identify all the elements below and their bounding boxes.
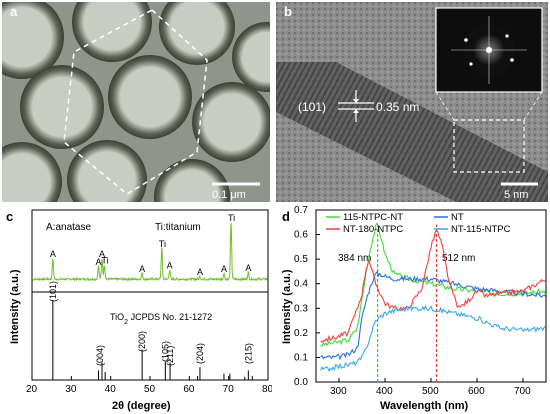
panel-a-tem-image: 0.1 μm a	[2, 2, 270, 202]
panel-c-xrd-chart: c Intensity (a.u.) 2θ (degree) A:anatase…	[0, 206, 272, 414]
miller-index-label: (004)	[95, 345, 105, 366]
pl-legend-label: NT	[451, 212, 464, 223]
pl-y-tick-label: 0.3	[294, 303, 308, 314]
panel-c-letter: c	[6, 209, 13, 224]
pl-legend-label: NT-115-NTPC	[451, 224, 511, 235]
xrd-peak-label: A	[197, 267, 203, 277]
pl-ylabel: Intensity (a.u.)	[281, 269, 293, 344]
pl-xlabel: Wavelength (nm)	[380, 400, 469, 412]
miller-index-label: (204)	[195, 343, 205, 364]
miller-index-label: (101)	[48, 281, 58, 302]
scalebar-b-label: 5 nm	[504, 189, 528, 201]
xrd-peak-label: A	[167, 260, 173, 270]
plane-label: (101)	[298, 100, 326, 114]
pl-series-line	[320, 304, 546, 372]
miller-index-label: (211)	[165, 346, 175, 366]
xrd-peak-label: A	[221, 264, 227, 274]
miller-index-label: (105)	[160, 341, 170, 362]
xrd-plot-frame	[31, 209, 269, 381]
xrd-ylabel: Intensity (a.u.)	[9, 269, 21, 344]
xrd-x-tick-label: 60	[183, 384, 195, 395]
xrd-peak-label: A	[50, 249, 56, 259]
lattice-band	[276, 62, 548, 202]
pl-x-tick-label: 300	[330, 386, 347, 397]
pl-y-tick-label: 0.0	[294, 377, 308, 388]
pl-y-tick-label: 0.4	[294, 279, 308, 290]
nanotube-rings	[2, 2, 270, 202]
scalebar-a-label: 0.1 μm	[212, 189, 246, 201]
pl-x-tick-label: 400	[376, 386, 393, 397]
pl-y-tick-label: 0.6	[294, 230, 308, 241]
panel-d-pl-chart: d Intensity (a.u.) Wavelength (nm) 384 n…	[276, 206, 550, 414]
spacing-label: 0.35 nm	[376, 100, 419, 114]
xrd-x-tick-label: 50	[144, 384, 156, 395]
xrd-x-tick-label: 70	[223, 384, 235, 395]
xrd-x-tick-label: 30	[65, 384, 77, 395]
xrd-xlabel: 2θ (degree)	[112, 400, 171, 412]
xrd-x-tick-label: 40	[105, 384, 117, 395]
miller-index-label: (215)	[243, 343, 253, 364]
xrd-peak-label: A	[245, 263, 251, 273]
xrd-chart-svg: c Intensity (a.u.) 2θ (degree) A:anatase…	[6, 209, 272, 412]
xrd-legend-titanium: Ti:titanium	[155, 222, 201, 233]
xrd-peak-label: Ti	[159, 239, 166, 249]
pl-series-line	[320, 229, 546, 343]
pl-y-tick-label: 0.1	[294, 352, 308, 363]
annotation-512: 512 nm	[442, 253, 475, 264]
xrd-peak-label: A	[95, 257, 101, 267]
panel-d-letter: d	[282, 209, 290, 224]
pl-y-tick-label: 0.7	[294, 206, 308, 216]
xrd-x-tick-label: 20	[26, 384, 38, 395]
miller-index-label: (200)	[137, 331, 147, 352]
xrd-reference-label: TiO2 JCPDS No. 21-1272	[110, 312, 212, 326]
panel-b-letter: b	[284, 4, 292, 19]
xrd-x-tick-label: 80	[262, 384, 272, 395]
xrd-peak-label: Ti	[101, 256, 108, 266]
pl-plot-frame	[315, 209, 547, 383]
pl-series-line	[320, 270, 546, 361]
pl-legend-label: NT-180-NTPC	[343, 224, 403, 235]
xrd-peak-label: A	[99, 249, 105, 259]
panel-a-letter: a	[10, 4, 18, 19]
hexagon-outline	[63, 9, 208, 195]
pl-legend-label: 115-NTPC-NT	[343, 212, 403, 223]
xrd-legend-anatase: A:anatase	[46, 222, 91, 233]
pl-series-line	[320, 222, 547, 347]
xrd-peak-label: A	[139, 264, 145, 274]
fft-pattern	[451, 16, 527, 84]
d-spacing-marker	[338, 90, 374, 122]
panel-b-hrtem-image: (101) 0.35 nm 5 nm b	[276, 2, 548, 202]
xrd-trace	[31, 223, 268, 282]
pl-x-tick-label: 700	[514, 386, 531, 397]
pl-y-tick-label: 0.2	[294, 328, 308, 339]
pl-chart-svg: d Intensity (a.u.) Wavelength (nm) 384 n…	[281, 206, 547, 412]
pl-x-tick-label: 600	[468, 386, 485, 397]
pl-x-tick-label: 500	[422, 386, 439, 397]
pl-y-tick-label: 0.5	[294, 254, 308, 265]
annotation-384: 384 nm	[338, 253, 371, 264]
tem-image-svg: 0.1 μm a	[2, 2, 270, 202]
xrd-peak-label: Ti	[228, 213, 235, 223]
roi-box	[453, 119, 525, 173]
hrtem-image-svg: (101) 0.35 nm 5 nm b	[276, 2, 548, 202]
